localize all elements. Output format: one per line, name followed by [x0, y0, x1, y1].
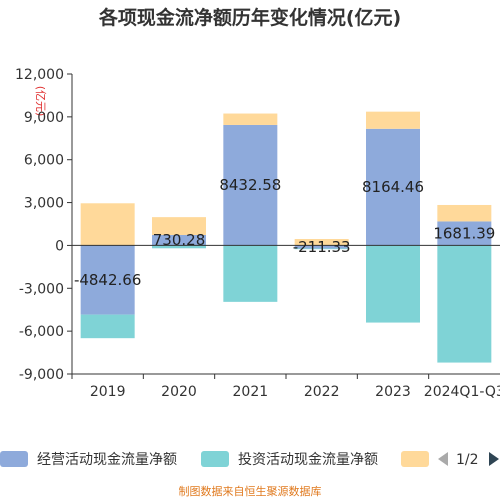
bar-segment-series0: [80, 245, 135, 315]
x-tick-label: 2021: [233, 384, 269, 400]
x-tick-label: 2020: [161, 384, 197, 400]
source-note: 制图数据来自恒生聚源数据库: [179, 484, 322, 498]
bar-segment-series1: [366, 245, 420, 323]
data-label: -211.33: [293, 238, 351, 256]
bar-segment-series0: [152, 234, 206, 246]
y-tick-label: -3,000: [19, 281, 64, 297]
legend-label-investing: 投资活动现金流量净额: [238, 452, 378, 468]
legend-prev-page-icon[interactable]: [438, 452, 448, 466]
bar-segment-series2: [294, 239, 349, 246]
x-tick-label: 2024Q1-Q3: [424, 384, 500, 400]
y-tick-label: -9,000: [19, 367, 64, 383]
chart-title: 各项现金流净额历年变化情况(亿元): [98, 6, 401, 29]
legend-page-indicator: 1/2: [456, 452, 479, 468]
x-tick-label: 2019: [90, 384, 126, 400]
bar-segment-series2: [437, 204, 492, 222]
bar-segment-series0: [366, 128, 420, 246]
legend-swatch-operating: [0, 451, 28, 467]
data-label: 730.28: [153, 231, 206, 249]
bar-segment-series1: [152, 245, 206, 249]
bar-segment-series2: [366, 111, 420, 129]
legend-swatch-investing: [201, 451, 229, 467]
y-tick-label: -6,000: [19, 324, 64, 340]
bar-segment-series0: [437, 221, 492, 246]
x-tick-label: 2022: [304, 384, 340, 400]
y-tick-label: 12,000: [15, 67, 64, 83]
legend-next-page-icon[interactable]: [489, 452, 499, 466]
data-label: 8164.46: [362, 178, 424, 196]
x-tick-label: 2023: [375, 384, 411, 400]
bar-segment-series1: [294, 248, 349, 250]
legend-swatch-financing: [401, 451, 429, 467]
bar-segment-series2: [152, 217, 206, 235]
data-label: 8432.58: [219, 176, 281, 194]
y-tick-label: 3,000: [24, 196, 64, 212]
y-axis-unit: (亿元): [34, 86, 47, 117]
bar-segment-series2: [223, 113, 278, 125]
bar-segment-series1: [223, 245, 278, 302]
bar-segment-series0: [294, 245, 349, 249]
bar-segment-series0: [223, 124, 278, 246]
bar-segment-series2: [80, 203, 135, 246]
y-tick-label: 6,000: [24, 153, 64, 169]
legend: 经营活动现金流量净额 投资活动现金流量净额 1/2: [0, 451, 499, 468]
plot-area: -9,000 -6,000 -3,000 0 3,000 6,000 9,000 12,000…: [15, 67, 500, 400]
data-label: 1681.39: [433, 224, 495, 242]
bar-segment-series1: [80, 314, 135, 339]
legend-label-operating: 经营活动现金流量净额: [37, 452, 177, 468]
y-tick-label: 0: [55, 238, 64, 254]
y-tick-label: 9,000: [24, 110, 64, 126]
data-label: -4842.66: [74, 271, 141, 289]
bar-segment-series1: [437, 245, 492, 363]
